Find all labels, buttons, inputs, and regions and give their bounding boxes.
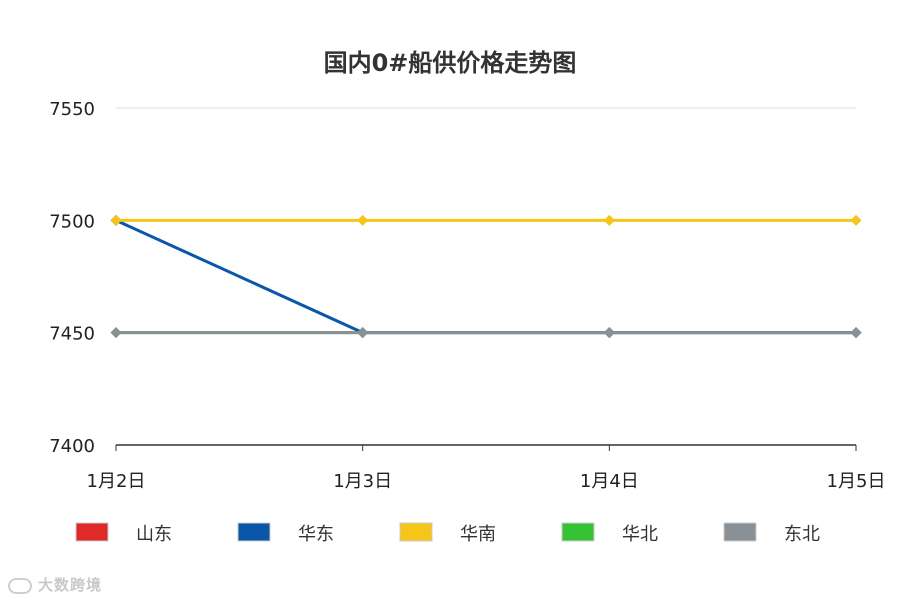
series-lines [110,214,862,339]
watermark: 大数跨境 [8,574,102,595]
series-华南 [110,214,862,226]
legend: 山东 华东 华南 华北 东北 [75,522,820,545]
legend-swatch [75,522,109,542]
legend-label: 华东 [298,524,334,545]
y-tick-label: 7550 [49,99,95,120]
grid-lines [116,107,856,446]
data-point [357,214,369,226]
chart-title: 国内0#船供价格走势图 [324,49,577,77]
data-point [357,327,369,339]
x-tick-label: 1月3日 [333,471,392,492]
data-point [603,214,615,226]
watermark-logo-icon [8,577,32,594]
legend-label: 华北 [622,524,658,545]
x-tick-label: 1月5日 [827,471,886,492]
legend-label: 山东 [136,524,172,545]
legend-item: 华南 [399,522,496,545]
data-point [850,214,862,226]
data-point [110,214,122,226]
legend-swatch [723,522,757,542]
watermark-text: 大数跨境 [38,576,103,594]
x-axis-ticks: 1月2日 1月3日 1月4日 1月5日 [87,445,886,492]
series-line [115,218,856,335]
series-东北 [110,327,862,339]
legend-swatch [399,522,433,542]
y-axis-ticks: 7400 7450 7500 7550 [49,99,95,457]
y-tick-label: 7500 [49,211,95,232]
legend-swatch [237,522,271,542]
y-tick-label: 7450 [49,324,95,345]
legend-item: 山东 [75,522,172,545]
data-point [110,327,122,339]
legend-label: 东北 [784,524,820,545]
legend-item: 东北 [723,522,820,545]
y-tick-label: 7400 [49,436,95,457]
data-point [850,327,862,339]
legend-item: 华东 [237,522,334,545]
legend-label: 华南 [460,524,496,545]
legend-item: 华北 [561,522,658,545]
data-point [603,327,615,339]
legend-swatch [561,522,595,542]
series-华东 [110,214,862,339]
x-tick-label: 1月2日 [87,471,146,492]
x-tick-label: 1月4日 [580,471,639,492]
